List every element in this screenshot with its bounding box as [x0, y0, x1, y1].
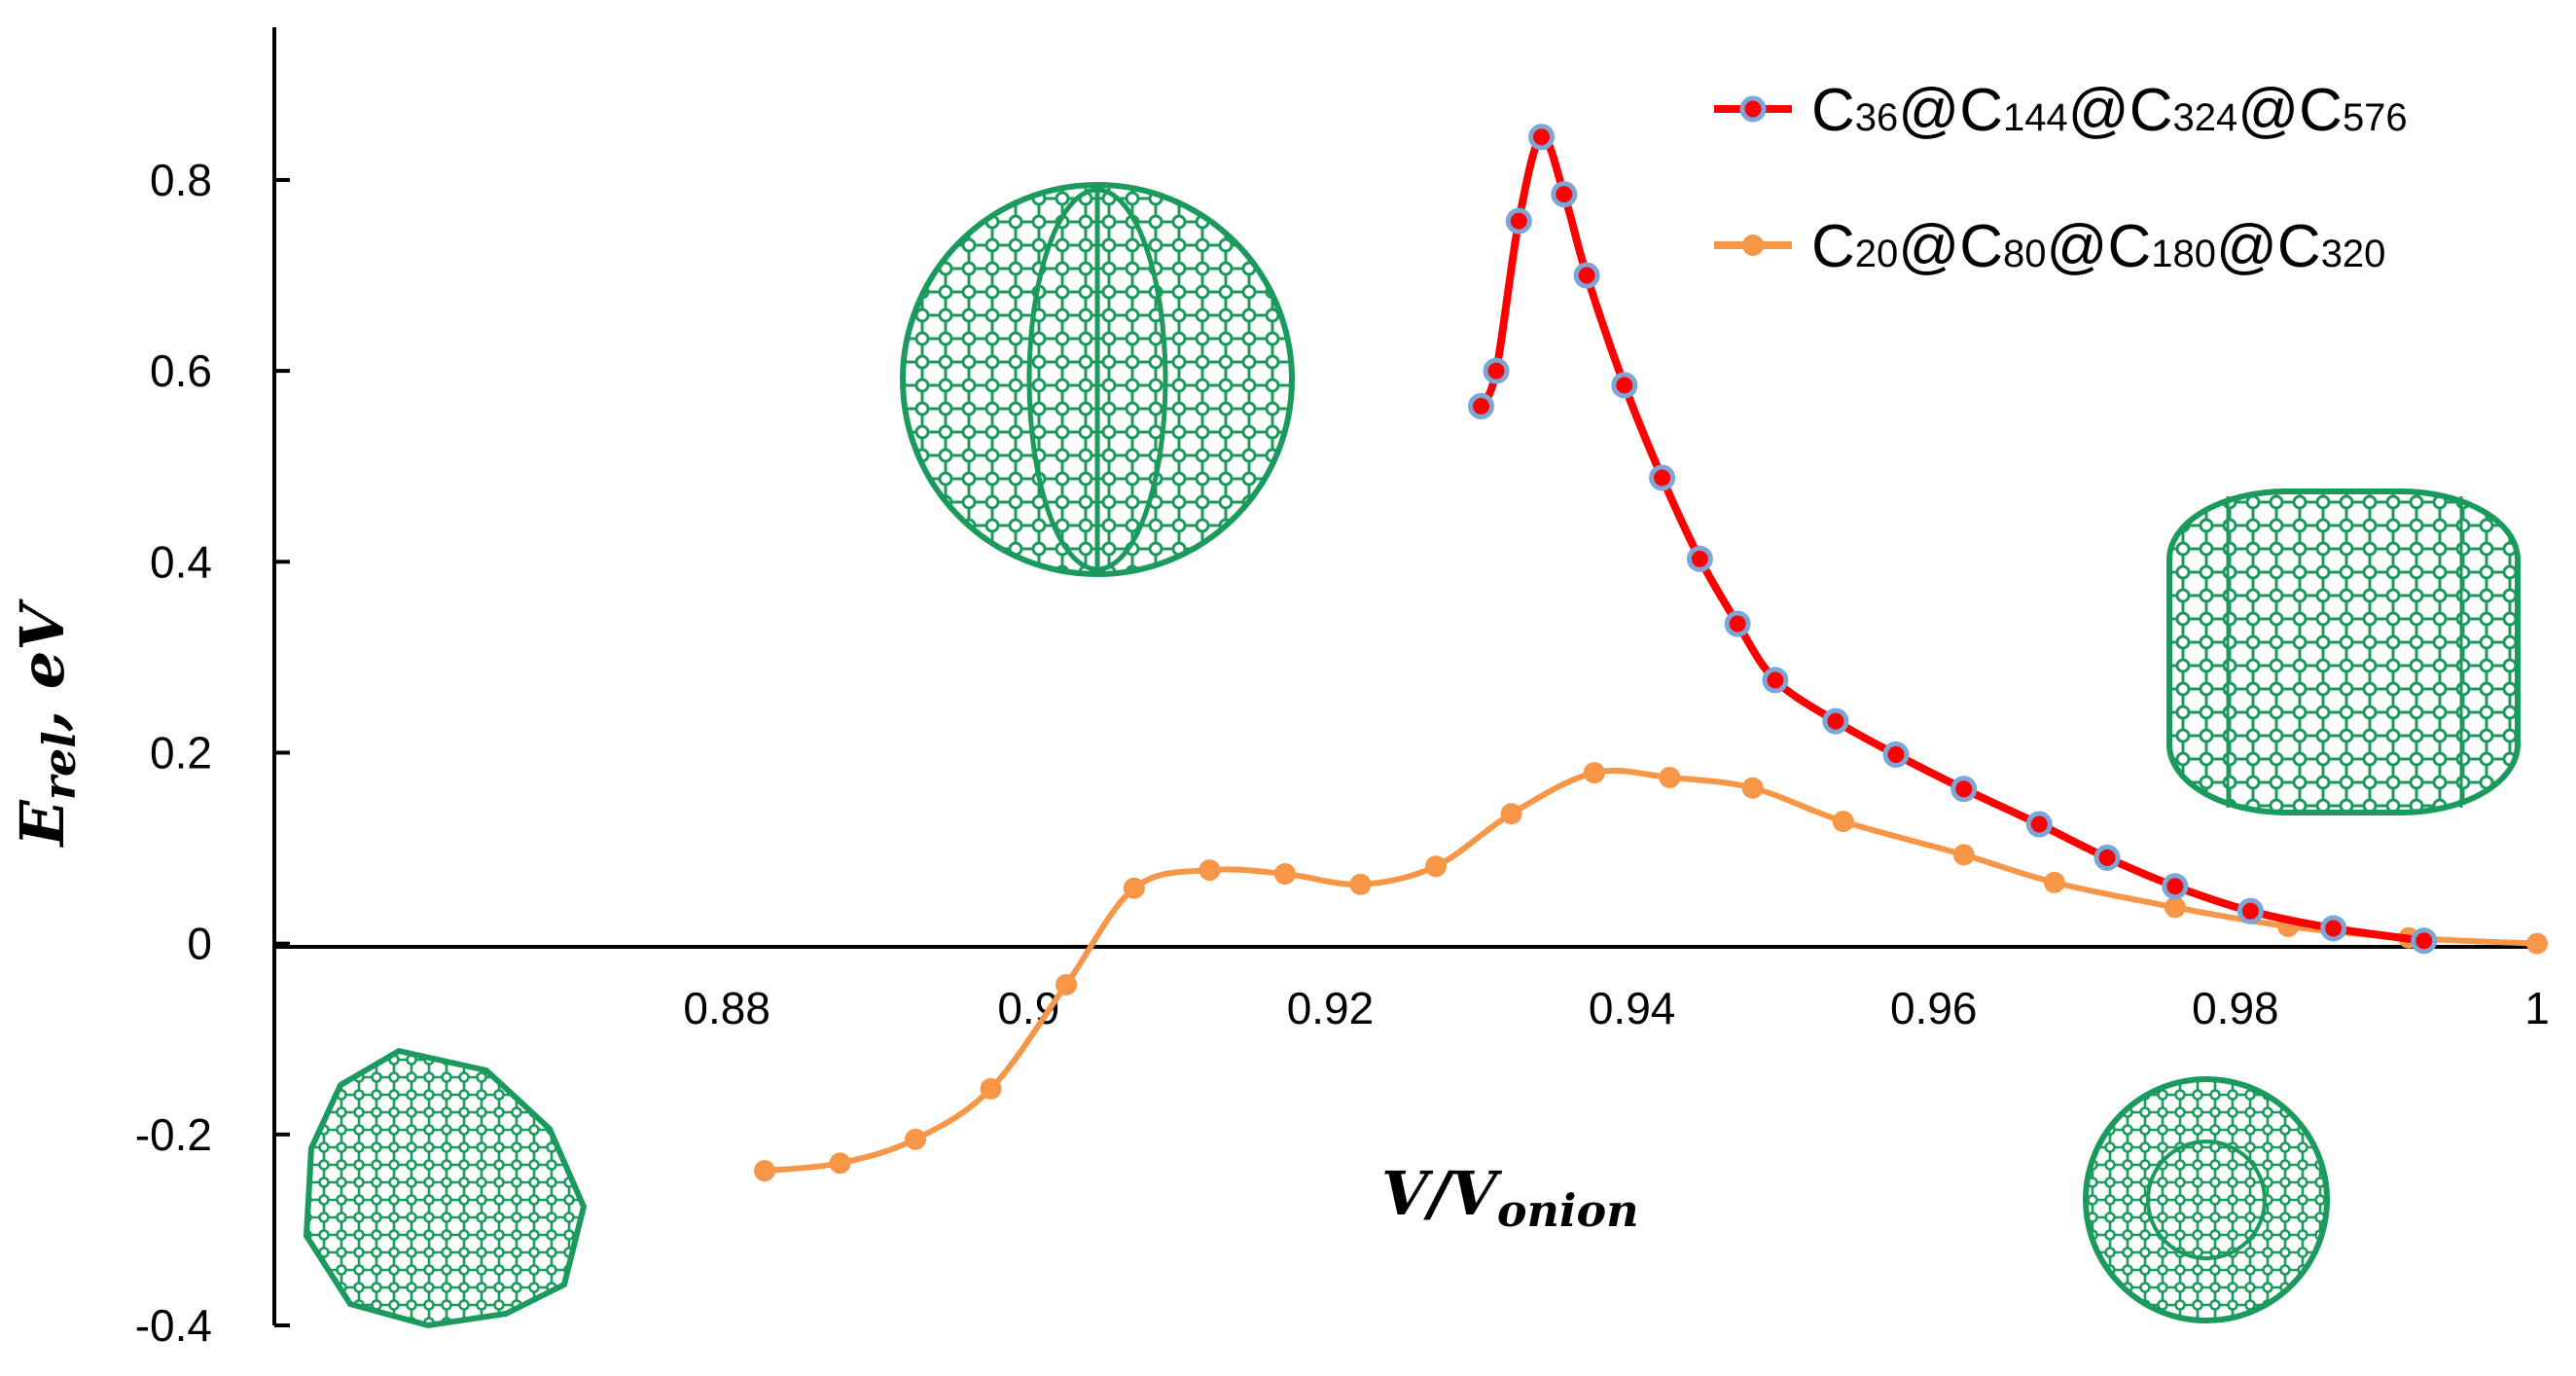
series-1-point	[1649, 464, 1676, 491]
y-axis-title: Erel, eV	[7, 598, 86, 849]
x-tick-label: 0.94	[1589, 983, 1676, 1033]
y-tick-label: -0.4	[135, 1300, 212, 1351]
x-tick-label: 0.98	[2192, 983, 2279, 1033]
series-2-point	[1425, 855, 1448, 878]
legend: C36@C144@C324@C576 C20@C80@C180@C320	[1714, 77, 2408, 280]
x-tick-label: 0.96	[1890, 983, 1978, 1033]
legend-marker-1	[1739, 95, 1767, 123]
legend-label-1: C36@C144@C324@C576	[1811, 77, 2408, 144]
y-tick-label: 0	[187, 919, 212, 969]
series-1-point	[1882, 741, 1910, 768]
series-1-point	[2093, 844, 2121, 871]
series-1-point	[1762, 667, 1789, 694]
series-2-point	[905, 1128, 927, 1150]
y-tick-label: 0.6	[150, 345, 212, 396]
series-1-point	[1468, 392, 1495, 419]
series-2-point	[980, 1077, 1002, 1100]
x-axis-title: V/Vonion	[1381, 1158, 1639, 1237]
y-ticks: -0.4 -0.2 0 0.2 0.4 0.6 0.8	[135, 155, 290, 1351]
series-2-point	[753, 1160, 775, 1182]
series-2-point	[1199, 859, 1221, 882]
series-1-point	[2236, 897, 2264, 924]
series-1-point	[1483, 357, 1510, 384]
series-1-point	[1505, 207, 1532, 235]
x-tick-label: 1	[2524, 983, 2550, 1033]
series-2-point	[1500, 803, 1522, 825]
series-1-point	[2411, 927, 2438, 955]
inset-bottom-right	[2083, 1076, 2330, 1323]
x-tick-label: 0.88	[683, 983, 770, 1033]
y-tick-label: 0.4	[150, 536, 212, 587]
series-1-point	[1686, 545, 1713, 572]
series-group	[753, 124, 2548, 1182]
series-1-point	[1551, 181, 1578, 208]
series-2-point	[1123, 877, 1145, 899]
x-ticks: 0.88 0.9 0.92 0.94 0.96 0.98 1	[683, 983, 2549, 1033]
series-2-point	[1583, 762, 1605, 784]
series-2-point	[2526, 932, 2548, 955]
series-1-point	[2320, 915, 2347, 942]
y-tick-label: 0.8	[150, 155, 212, 205]
series-2-point	[1659, 766, 1681, 788]
series-2-point	[1349, 873, 1372, 895]
inset-right	[2166, 489, 2521, 815]
x-tick-label: 0.92	[1287, 983, 1375, 1033]
series-2-point	[1741, 777, 1764, 799]
series-1-point	[1611, 372, 1638, 399]
series-1-point	[2025, 811, 2053, 838]
inset-top-left	[900, 182, 1295, 577]
series-2-point	[1832, 811, 1854, 833]
y-tick-label: -0.2	[135, 1109, 212, 1160]
series-1-point	[1822, 707, 1849, 735]
y-tick-label: 0.2	[150, 727, 212, 778]
series-1-point	[1573, 262, 1600, 289]
series-1-point	[1950, 776, 1978, 803]
series-2-point	[1273, 863, 1296, 886]
legend-label-2: C20@C80@C180@C320	[1811, 213, 2385, 280]
series-1-point	[1528, 124, 1556, 151]
inset-bottom-left	[303, 1047, 588, 1329]
legend-marker-2	[1742, 235, 1764, 256]
series-1-point	[1724, 610, 1751, 637]
series-2-point	[829, 1152, 851, 1175]
series-2-point	[1952, 844, 1975, 866]
series-2-point	[1055, 973, 1078, 996]
series-2-point	[2164, 896, 2186, 919]
series-1-point	[2162, 873, 2189, 900]
series-2-point	[2043, 871, 2065, 893]
